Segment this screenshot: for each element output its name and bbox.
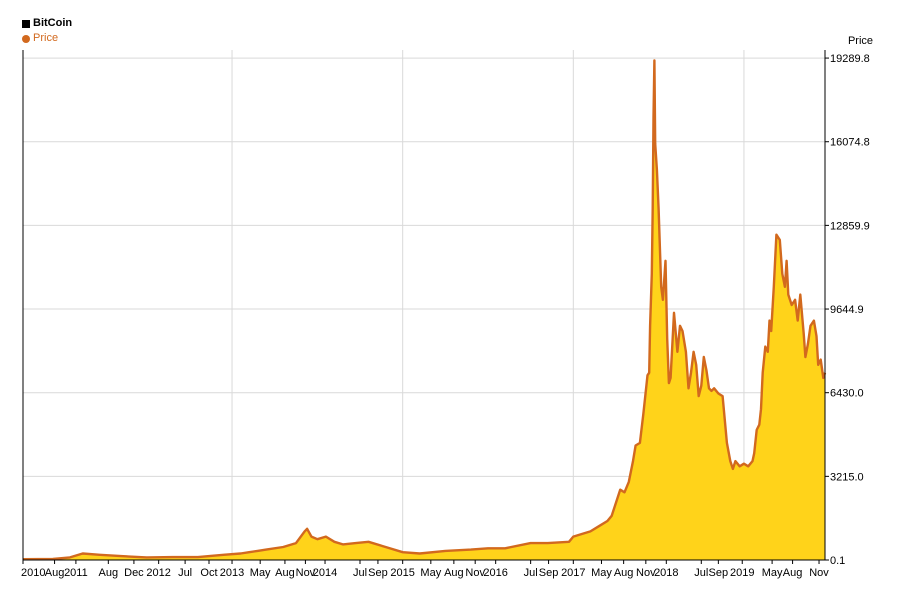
- x-tick-label: Aug: [45, 567, 65, 579]
- x-tick-label: Aug: [275, 567, 295, 579]
- x-tick-label: Sep: [368, 567, 388, 579]
- y-axis-label: Price: [848, 35, 873, 47]
- x-tick-label: 2010: [21, 567, 45, 579]
- x-tick-label: Aug: [99, 567, 119, 579]
- y-tick-label: 16074.8: [830, 137, 870, 149]
- x-tick-label: Jul: [353, 567, 367, 579]
- x-tick-label: May: [420, 567, 441, 579]
- x-tick-label: May: [591, 567, 612, 579]
- legend-series-label: Price: [33, 32, 59, 44]
- y-tick-label: 9644.9: [830, 304, 864, 316]
- legend-series-row[interactable]: Price: [22, 31, 72, 46]
- x-tick-label: Nov: [636, 567, 656, 579]
- x-tick-label: Oct: [200, 567, 217, 579]
- y-tick-label: 6430.0: [830, 388, 864, 400]
- y-tick-label: 3215.0: [830, 471, 864, 483]
- legend: BitCoin Price: [22, 16, 72, 46]
- x-tick-label: 2011: [64, 567, 88, 579]
- legend-title-row: BitCoin: [22, 16, 72, 31]
- x-tick-label: 2015: [390, 567, 414, 579]
- y-tick-labels: 0.1 3215.0 6430.0 9644.9 12859.9 16074.8 19289…: [825, 53, 870, 567]
- series-dot-icon: [22, 34, 30, 43]
- x-tick-label: Nov: [296, 567, 316, 579]
- x-tick-label: 2017: [561, 567, 585, 579]
- price-area: [23, 60, 825, 561]
- axes: [22, 50, 826, 561]
- x-tick-label: 2019: [730, 567, 754, 579]
- x-tick-labels: 2010 Aug 2011 Aug Dec 2012 Jul Oct 2013 May Aug Nov…: [21, 560, 829, 579]
- x-tick-label: 2018: [654, 567, 678, 579]
- x-tick-label: Nov: [465, 567, 485, 579]
- x-tick-label: Aug: [444, 567, 464, 579]
- x-tick-label: Dec: [124, 567, 144, 579]
- x-tick-label: 2014: [313, 567, 337, 579]
- x-tick-label: Jul: [694, 567, 708, 579]
- x-tick-label: Sep: [709, 567, 729, 579]
- x-tick-label: 2016: [483, 567, 507, 579]
- x-tick-label: 2013: [220, 567, 244, 579]
- legend-title: BitCoin: [33, 17, 73, 29]
- plot-area: [22, 59, 827, 561]
- y-tick-label: 12859.9: [830, 220, 870, 232]
- x-tick-label: Sep: [539, 567, 559, 579]
- y-tick-label: 0.1: [830, 555, 845, 567]
- x-tick-label: May: [250, 567, 271, 579]
- y-tick-label: 19289.8: [830, 53, 870, 65]
- x-tick-label: Nov: [809, 567, 829, 579]
- x-tick-label: Aug: [783, 567, 803, 579]
- x-tick-label: 2012: [146, 567, 170, 579]
- x-tick-label: Aug: [614, 567, 634, 579]
- price-line: [22, 59, 827, 561]
- legend-square-icon: [22, 19, 30, 28]
- x-tick-label: Jul: [178, 567, 192, 579]
- x-tick-label: May: [762, 567, 783, 579]
- x-tick-label: Jul: [524, 567, 538, 579]
